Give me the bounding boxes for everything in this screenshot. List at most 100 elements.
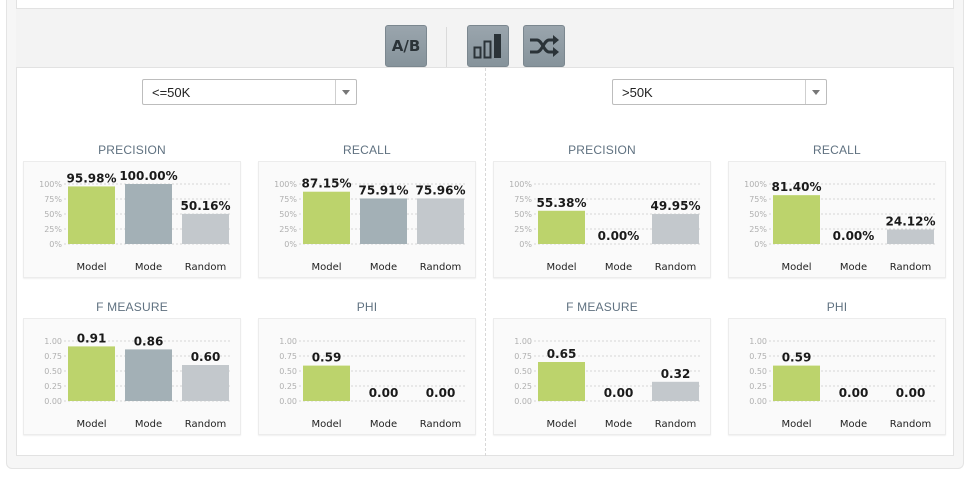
bar-chart-icon <box>473 34 501 59</box>
view-toolbar: A/B <box>16 8 954 68</box>
y-tick-label: 50% <box>44 210 62 219</box>
class-select-left[interactable]: <=50K <box>142 79 357 105</box>
value-label: 0.60 <box>191 350 221 364</box>
y-tick-label: 25% <box>279 225 297 234</box>
category-label: Model <box>781 419 811 430</box>
chart-title: RECALL <box>343 143 391 157</box>
value-label: 0.86 <box>134 334 164 348</box>
value-label: 0.91 <box>77 331 107 345</box>
category-label: Random <box>890 262 931 273</box>
chart-title: PHI <box>356 300 378 314</box>
y-tick-label: 0.25 <box>749 382 767 391</box>
bar-random <box>887 229 934 244</box>
chart-title: F MEASURE <box>566 300 638 314</box>
y-tick-label: 75% <box>514 195 532 204</box>
value-label: 0.00 <box>839 386 869 400</box>
chart-title: F MEASURE <box>96 300 168 314</box>
value-label: 81.40% <box>772 180 822 194</box>
category-label: Random <box>185 262 226 273</box>
y-tick-label: 0.00 <box>749 397 767 406</box>
value-label: 95.98% <box>67 171 117 185</box>
y-tick-label: 0.00 <box>514 397 532 406</box>
chart-precision-gt50k: 100% 75% 50% 25% 0% 55.38% Model 0.00% Mode 49.95… <box>493 161 711 278</box>
y-tick-label: 1.00 <box>279 337 297 346</box>
category-label: Mode <box>605 262 632 273</box>
y-tick-label: 75% <box>749 195 767 204</box>
value-label: 0.00 <box>426 386 456 400</box>
y-tick-label: 0.75 <box>749 352 767 361</box>
category-label: Mode <box>370 419 397 430</box>
y-tick-label: 0.75 <box>514 352 532 361</box>
chart-recall-gt50k: 100% 75% 50% 25% 0% 81.40% Model 0.00% Mode 24.12… <box>728 161 946 278</box>
y-tick-label: 0.50 <box>279 367 297 376</box>
y-tick-label: 0% <box>519 240 532 249</box>
y-tick-label: 75% <box>44 195 62 204</box>
class-select-value: <=50K <box>152 85 191 100</box>
chart-recall-le50k: 100% 75% 50% 25% 0% 87.15% Model 75.91% Mode 75.9… <box>258 161 476 278</box>
select-arrow[interactable] <box>335 80 356 104</box>
value-label: 87.15% <box>302 177 352 191</box>
y-tick-label: 100% <box>509 180 532 189</box>
chevron-down-icon <box>812 89 820 95</box>
value-label: 0.65 <box>547 347 577 361</box>
y-tick-label: 0.00 <box>44 397 62 406</box>
select-arrow[interactable] <box>805 80 826 104</box>
y-tick-label: 0.25 <box>514 382 532 391</box>
y-tick-label: 100% <box>744 180 767 189</box>
value-label: 0.59 <box>782 351 812 365</box>
class-select-value: >50K <box>622 85 653 100</box>
y-tick-label: 25% <box>44 225 62 234</box>
y-tick-label: 0.75 <box>279 352 297 361</box>
category-label: Mode <box>370 262 397 273</box>
category-label: Model <box>76 262 106 273</box>
category-label: Model <box>546 419 576 430</box>
bar-model <box>303 365 350 401</box>
y-tick-label: 100% <box>274 180 297 189</box>
y-tick-label: 0.50 <box>749 367 767 376</box>
bar-mode <box>360 198 407 244</box>
category-label: Mode <box>840 419 867 430</box>
value-label: 0.00% <box>833 229 875 243</box>
bar-chart-svg: 100% 75% 50% 25% 0% 55.38% Model 0.00% Mode 49.95… <box>509 180 702 273</box>
y-tick-label: 50% <box>749 210 767 219</box>
category-label: Random <box>420 262 461 273</box>
y-tick-label: 0.75 <box>44 352 62 361</box>
value-label: 49.95% <box>651 199 701 213</box>
chart-phi-gt50k: 1.00 0.75 0.50 0.25 0.00 0.59 Model 0.00 Mode 0.0… <box>728 318 946 435</box>
bar-chart-svg: 1.00 0.75 0.50 0.25 0.00 0.59 Model 0.00 Mode 0.0… <box>749 337 937 430</box>
ab-test-icon: A/B <box>391 37 421 55</box>
chart-title: PRECISION <box>568 143 636 157</box>
bar-model <box>538 210 585 244</box>
y-tick-label: 25% <box>749 225 767 234</box>
bar-model <box>68 186 115 244</box>
bar-model <box>68 346 115 401</box>
chart-fmeasure-gt50k: 1.00 0.75 0.50 0.25 0.00 0.65 Model 0.00 Mode 0.3… <box>493 318 711 435</box>
value-label: 50.16% <box>181 199 231 213</box>
class-select-right[interactable]: >50K <box>612 79 827 105</box>
y-tick-label: 0.25 <box>44 382 62 391</box>
shuffle-button[interactable] <box>523 25 565 67</box>
y-tick-label: 0.00 <box>279 397 297 406</box>
y-tick-label: 50% <box>514 210 532 219</box>
category-label: Mode <box>135 262 162 273</box>
bar-chart-svg: 1.00 0.75 0.50 0.25 0.00 0.91 Model 0.86 Mode 0.6… <box>44 331 232 430</box>
value-label: 0.00 <box>369 386 399 400</box>
y-tick-label: 0% <box>754 240 767 249</box>
chart-phi-le50k: 1.00 0.75 0.50 0.25 0.00 0.59 Model 0.00 Mode 0.0… <box>258 318 476 435</box>
shuffle-icon <box>530 35 559 57</box>
category-label: Model <box>311 262 341 273</box>
value-label: 0.00% <box>598 229 640 243</box>
category-label: Model <box>546 262 576 273</box>
category-label: Random <box>890 419 931 430</box>
chart-title: RECALL <box>813 143 861 157</box>
bar-mode <box>125 349 172 401</box>
category-label: Model <box>781 262 811 273</box>
ab-test-button[interactable]: A/B <box>385 25 427 67</box>
y-tick-label: 1.00 <box>514 337 532 346</box>
value-label: 0.59 <box>312 351 342 365</box>
value-label: 0.32 <box>661 367 691 381</box>
category-label: Random <box>655 419 696 430</box>
y-tick-label: 50% <box>279 210 297 219</box>
bar-chart-button[interactable] <box>467 25 509 67</box>
bar-chart-svg: 1.00 0.75 0.50 0.25 0.00 0.65 Model 0.00 Mode 0.3… <box>514 337 702 430</box>
